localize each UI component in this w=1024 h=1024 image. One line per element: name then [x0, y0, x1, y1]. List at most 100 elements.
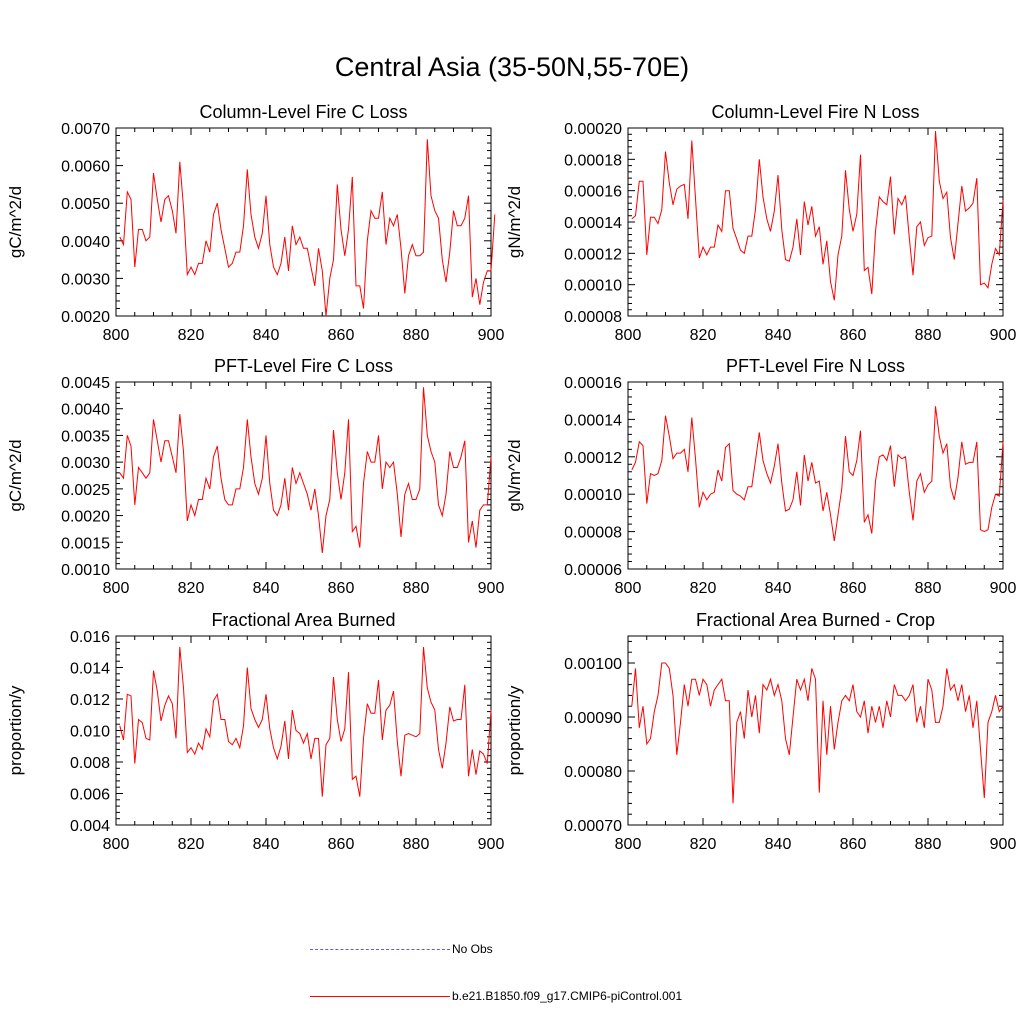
series-line-model: [119, 387, 492, 554]
y-tick-label: 0.00070: [564, 818, 622, 835]
y-tick-label: 0.0045: [61, 375, 110, 392]
y-tick-label: 0.0060: [61, 159, 110, 176]
plot-frame-5: [115, 635, 492, 826]
x-tick-label: 880: [403, 327, 430, 344]
x-tick-label: 840: [253, 327, 280, 344]
y-tick-label: 0.010: [70, 724, 110, 741]
plot-frame-6: [627, 635, 1004, 826]
legend-entry-no-obs: No Obs: [310, 942, 493, 956]
panel-title: PFT-Level Fire N Loss: [726, 356, 905, 376]
y-tick-label: 0.00014: [564, 412, 622, 429]
y-tick-label: 0.00010: [564, 487, 622, 504]
y-tick-label: 0.00016: [564, 184, 622, 201]
y-tick-label: 0.0050: [61, 196, 110, 213]
legend-entry-model: b.e21.B1850.f09_g17.CMIP6-piControl.001: [310, 989, 682, 1003]
x-tick-label: 800: [615, 580, 642, 597]
x-tick-label: 800: [615, 327, 642, 344]
y-tick-label: 0.00010: [564, 278, 622, 295]
x-tick-label: 840: [253, 836, 280, 853]
y-tick-label: 0.0030: [61, 271, 110, 288]
x-tick-label: 860: [840, 580, 867, 597]
panel-title: PFT-Level Fire C Loss: [214, 356, 393, 376]
y-tick-label: 0.00008: [564, 525, 622, 542]
series-line-model: [119, 139, 496, 317]
legend-swatch-solid: [310, 995, 450, 997]
series-line-model: [631, 662, 1004, 804]
y-tick-label: 0.00080: [564, 764, 622, 781]
x-tick-label: 840: [253, 580, 280, 597]
x-tick-label: 820: [178, 327, 205, 344]
x-tick-label: 800: [103, 327, 130, 344]
x-tick-label: 800: [103, 580, 130, 597]
x-tick-label: 860: [840, 327, 867, 344]
x-tick-label: 840: [765, 327, 792, 344]
x-tick-label: 880: [915, 327, 942, 344]
figure-title: Central Asia (35-50N,55-70E): [334, 52, 690, 82]
y-tick-label: 0.00020: [564, 121, 622, 138]
plot-frame-3: [115, 381, 492, 570]
x-tick-label: 820: [690, 327, 717, 344]
y-tick-label: 0.016: [70, 629, 110, 646]
y-tick-label: 0.00100: [564, 656, 622, 673]
y-tick-label: 0.00014: [564, 215, 622, 232]
x-tick-label: 840: [765, 836, 792, 853]
x-tick-label: 900: [478, 327, 505, 344]
y-tick-label: 0.0070: [61, 121, 110, 138]
series-line-model: [631, 406, 1004, 542]
x-tick-label: 860: [328, 327, 355, 344]
panel-title: Fractional Area Burned: [211, 610, 395, 630]
plot-frame-2: [627, 127, 1004, 317]
series-line-model: [119, 646, 492, 797]
panel-title: Column-Level Fire C Loss: [199, 102, 407, 122]
x-tick-label: 820: [178, 580, 205, 597]
x-tick-label: 840: [765, 580, 792, 597]
y-tick-label: 0.0010: [61, 562, 110, 579]
y-tick-label: 0.006: [70, 787, 110, 804]
y-tick-label: 0.00090: [564, 710, 622, 727]
y-tick-label: 0.008: [70, 755, 110, 772]
x-tick-label: 880: [403, 836, 430, 853]
x-tick-label: 880: [915, 580, 942, 597]
plot-frame-4: [627, 381, 1004, 570]
y-tick-label: 0.0020: [61, 509, 110, 526]
y-tick-label: 0.004: [70, 818, 110, 835]
x-tick-label: 880: [403, 580, 430, 597]
y-axis-label: gC/m^2/d: [6, 186, 25, 258]
y-tick-label: 0.00012: [564, 450, 622, 467]
x-tick-label: 900: [990, 327, 1017, 344]
legend-label-model: b.e21.B1850.f09_g17.CMIP6-piControl.001: [452, 989, 683, 1003]
y-tick-label: 0.0020: [61, 309, 110, 326]
y-axis-label: proportion/y: [6, 685, 25, 775]
x-tick-label: 900: [990, 836, 1017, 853]
x-tick-label: 900: [478, 836, 505, 853]
x-tick-label: 800: [615, 836, 642, 853]
x-tick-label: 900: [478, 580, 505, 597]
y-tick-label: 0.00016: [564, 375, 622, 392]
x-tick-label: 800: [103, 836, 130, 853]
y-tick-label: 0.0035: [61, 428, 110, 445]
x-tick-label: 900: [990, 580, 1017, 597]
y-tick-label: 0.00008: [564, 309, 622, 326]
y-axis-label: gC/m^2/d: [6, 439, 25, 511]
y-axis-label: proportion/y: [505, 685, 524, 775]
x-tick-label: 880: [915, 836, 942, 853]
y-tick-label: 0.014: [70, 661, 110, 678]
panel-title: Column-Level Fire N Loss: [711, 102, 919, 122]
y-tick-label: 0.0015: [61, 535, 110, 552]
series-line-model: [631, 131, 1004, 301]
y-tick-label: 0.00012: [564, 246, 622, 263]
x-tick-label: 820: [690, 836, 717, 853]
y-axis-label: gN/m^2/d: [505, 186, 524, 258]
x-tick-label: 860: [328, 580, 355, 597]
plot-frame-1: [115, 127, 492, 317]
y-tick-label: 0.00018: [564, 152, 622, 169]
x-tick-label: 820: [690, 580, 717, 597]
x-tick-label: 820: [178, 836, 205, 853]
y-tick-label: 0.0025: [61, 482, 110, 499]
legend-swatch-dashed: [310, 948, 450, 950]
y-tick-label: 0.00006: [564, 562, 622, 579]
y-tick-label: 0.0030: [61, 455, 110, 472]
y-tick-label: 0.012: [70, 692, 110, 709]
y-tick-label: 0.0040: [61, 402, 110, 419]
